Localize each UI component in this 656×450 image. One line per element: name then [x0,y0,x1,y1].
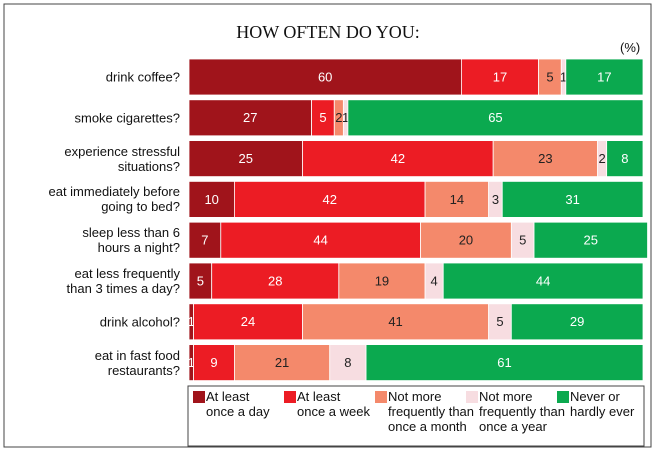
legend-label: Not more frequently than once a month [388,389,475,434]
bar-segment [347,99,644,137]
data-label: 20 [459,233,473,248]
legend-swatch [466,391,478,403]
data-label: 41 [388,314,402,329]
data-label: 19 [375,273,389,288]
data-label: 42 [323,192,337,207]
bar-segment [302,140,494,178]
bar-segment [606,140,644,178]
data-label: 31 [565,192,579,207]
bar-segment [492,140,598,178]
chart-title: HOW OFTEN DO YOU: [236,22,420,42]
data-label: 1 [188,355,195,370]
category-label: drink coffee? [105,69,180,85]
bar-segment [188,58,462,96]
data-label: 5 [319,110,326,125]
bar-segment [188,140,303,178]
data-label: 29 [570,314,584,329]
data-label: 8 [344,355,351,370]
legend-label: At least once a day [206,389,270,419]
frame [3,3,652,448]
data-label: 3 [492,192,499,207]
bar-segment [233,344,331,382]
bar-segment [188,99,312,137]
data-label: 8 [621,151,628,166]
category-label: eat immediately before going to bed? [48,184,180,215]
bar-segment [442,262,644,300]
data-label: 5 [546,69,553,84]
bar-segment [565,58,644,96]
data-label: 60 [318,69,332,84]
data-label: 28 [268,273,282,288]
data-label: 27 [243,110,257,125]
data-label: 65 [488,110,502,125]
category-label: eat less frequently than 3 times a day? [66,266,180,296]
data-label: 21 [275,355,289,370]
legend-box [187,385,645,447]
category-label: drink alcohol? [99,314,180,330]
bar-segment [338,262,426,300]
bar-segment [460,58,539,96]
category-label: smoke cigarettes? [74,110,181,126]
data-label: 5 [519,233,526,248]
category-label: eat in fast food restaurants? [94,347,180,378]
data-label: 2 [335,110,342,125]
bar-segment [365,344,644,382]
legend-swatch [375,391,387,403]
data-label: 25 [584,233,598,248]
legend-label: Not more frequently than once a year [479,389,566,434]
bar-segment [233,180,426,218]
data-label: 61 [497,355,511,370]
data-label: 44 [536,273,550,288]
data-label: 17 [597,69,611,84]
data-label: 24 [241,314,255,329]
data-label: 5 [197,273,204,288]
bar-segment [211,262,340,300]
category-label: experience stressful situations? [64,143,180,174]
bar-segment [188,180,235,218]
data-label: 10 [204,192,218,207]
data-label: 25 [239,151,253,166]
bar-segment [188,221,222,259]
category-label: sleep less than 6 hours a night? [82,225,180,256]
bar-segment [193,344,235,382]
bar-segment [302,303,490,341]
data-label: 5 [496,314,503,329]
data-label: 1 [188,314,195,329]
data-label: 7 [201,233,208,248]
data-label: 2 [599,151,606,166]
legend-swatch [193,391,205,403]
bar-segment [510,303,644,341]
legend-label: At least once a week [297,389,370,419]
data-label: 1 [342,110,349,125]
bar-segment [420,221,512,259]
unit-label: (%) [620,40,641,55]
legend-swatch [284,391,296,403]
bar-segment [193,303,303,341]
bar-segment [501,180,644,218]
data-label: 1 [560,69,567,84]
legend-swatch [557,391,569,403]
bar-segment [424,180,490,218]
data-label: 42 [391,151,405,166]
data-label: 9 [210,355,217,370]
data-label: 14 [450,192,464,207]
legend-label: Never or hardly ever [570,389,635,419]
bar-segment [220,221,421,259]
data-label: 23 [538,151,552,166]
data-label: 4 [431,273,438,288]
data-label: 44 [313,233,327,248]
data-label: 17 [493,69,507,84]
bar-segment [533,221,648,259]
